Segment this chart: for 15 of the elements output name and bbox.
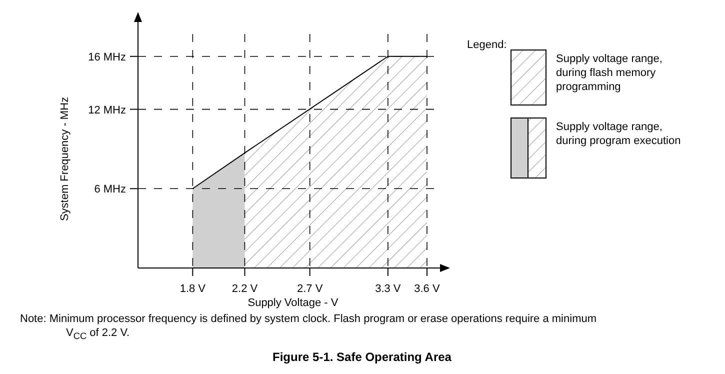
text: Figure 5-1. Safe Operating Area xyxy=(272,350,452,364)
y-tick-label: 16 MHz xyxy=(88,51,126,64)
x-tick-label: 2.7 V xyxy=(296,283,324,295)
x-tick-label: 1.8 V xyxy=(180,283,206,295)
y-axis-title: System Frequency - MHz xyxy=(59,96,71,222)
x-tick-label: 3.3 V xyxy=(375,283,402,295)
text: Note: Minimum processor frequency is defined by system clock. Flash program or erase operations require a minimum V$_{CC}$ of 2.2 V. xyxy=(20,312,598,344)
x-tick-label: 2.2 V xyxy=(232,283,258,295)
text: Supply voltage range, during program execution xyxy=(556,120,682,148)
x-tick-label: 3.6 V xyxy=(414,283,440,295)
y-tick-label: 12 MHz xyxy=(88,104,126,116)
legend-title: Legend: xyxy=(467,39,507,51)
x-axis-title: Supply Voltage - V xyxy=(248,297,339,309)
y-tick-label: 6 MHz xyxy=(94,184,126,196)
text: Supply voltage range, during flash memory programming xyxy=(556,52,664,94)
